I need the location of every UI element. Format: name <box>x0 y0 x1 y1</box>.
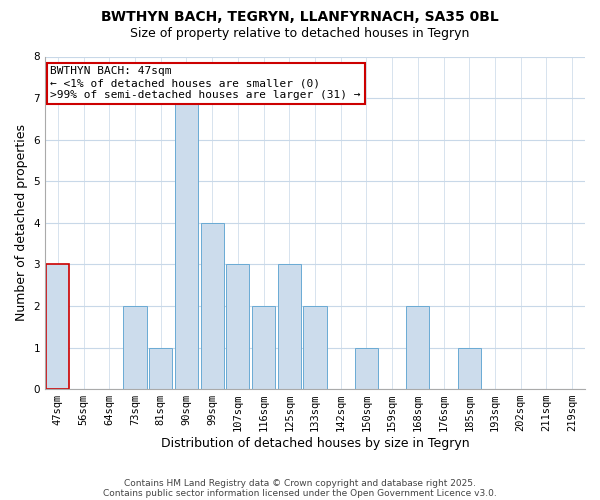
Bar <box>355 348 378 389</box>
Bar <box>46 264 70 389</box>
Text: BWTHYN BACH, TEGRYN, LLANFYRNACH, SA35 0BL: BWTHYN BACH, TEGRYN, LLANFYRNACH, SA35 0… <box>101 10 499 24</box>
Bar <box>124 306 146 389</box>
Bar <box>458 348 481 389</box>
Bar <box>252 306 275 389</box>
Y-axis label: Number of detached properties: Number of detached properties <box>15 124 28 322</box>
Text: BWTHYN BACH: 47sqm
← <1% of detached houses are smaller (0)
>99% of semi-detache: BWTHYN BACH: 47sqm ← <1% of detached hou… <box>50 66 361 100</box>
X-axis label: Distribution of detached houses by size in Tegryn: Distribution of detached houses by size … <box>161 437 469 450</box>
Text: Contains HM Land Registry data © Crown copyright and database right 2025.: Contains HM Land Registry data © Crown c… <box>124 478 476 488</box>
Bar <box>226 264 250 389</box>
Text: Contains public sector information licensed under the Open Government Licence v3: Contains public sector information licen… <box>103 488 497 498</box>
Bar <box>200 223 224 389</box>
Text: Size of property relative to detached houses in Tegryn: Size of property relative to detached ho… <box>130 28 470 40</box>
Bar <box>278 264 301 389</box>
Bar <box>406 306 430 389</box>
Bar <box>304 306 326 389</box>
Bar <box>175 98 198 389</box>
Bar <box>149 348 172 389</box>
